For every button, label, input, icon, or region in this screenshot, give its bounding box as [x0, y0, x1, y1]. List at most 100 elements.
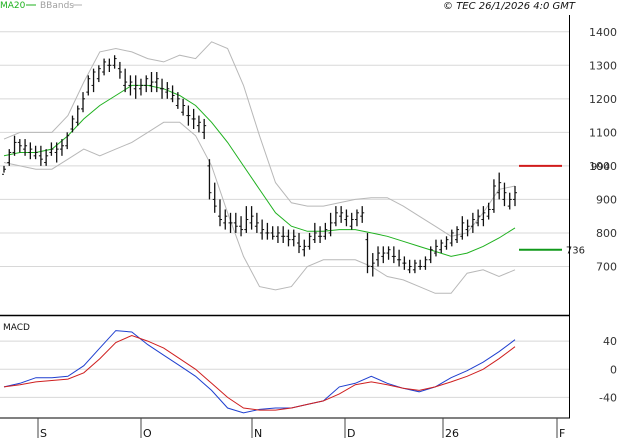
- price-bar: [444, 236, 449, 250]
- copyright-text: © TEC 26/1/2026 4:0 GMT: [443, 1, 576, 12]
- price-bar: [112, 55, 117, 69]
- price-y-tick-label: 1100: [589, 126, 617, 139]
- price-y-tick-label: 800: [596, 227, 617, 240]
- price-bar: [86, 75, 91, 96]
- price-bar: [491, 179, 496, 213]
- price-y-tick-label: 700: [596, 260, 617, 273]
- price-y-tick-label: 1300: [589, 59, 617, 72]
- price-bar: [202, 118, 207, 140]
- price-bar: [349, 212, 354, 230]
- price-bar: [59, 139, 64, 156]
- legend-ma20: MA20: [0, 1, 26, 11]
- macd-title: MACD: [3, 323, 30, 333]
- price-bar: [328, 212, 333, 237]
- price-bar: [465, 219, 470, 237]
- price-bar: [133, 75, 138, 99]
- price-bar: [249, 206, 254, 230]
- price-bar: [154, 72, 159, 93]
- price-bar: [207, 159, 212, 200]
- price-bar: [91, 68, 96, 93]
- bb-upper-line: [3, 41, 516, 237]
- price-bar: [291, 229, 296, 247]
- macd-series-line: [3, 330, 516, 414]
- price-bar: [423, 256, 428, 270]
- price-bar: [239, 216, 244, 237]
- price-bar: [175, 92, 180, 109]
- macd-y-ticks: 40 0 -40: [599, 335, 617, 404]
- x-axis: S O N D 26 F: [37, 418, 565, 440]
- price-bar: [181, 98, 186, 116]
- price-bar: [107, 58, 112, 72]
- price-bar: [270, 226, 275, 240]
- price-bar: [275, 226, 280, 243]
- macd-panel: MACD 40 0 -40: [0, 323, 617, 414]
- x-axis-label: N: [254, 427, 262, 440]
- price-bar: [360, 206, 365, 223]
- price-bar: [302, 239, 307, 257]
- level-label: 994: [591, 162, 610, 173]
- price-bar: [370, 253, 375, 277]
- x-axis-label: F: [559, 427, 565, 440]
- price-bar: [391, 246, 396, 264]
- price-bar: [323, 222, 328, 240]
- macd-y-tick-label: -40: [599, 391, 617, 404]
- price-bar: [75, 105, 80, 126]
- price-bar: [49, 142, 54, 156]
- level-label: 736: [566, 246, 585, 257]
- price-bar: [402, 256, 407, 270]
- price-bar: [497, 172, 502, 200]
- price-bar: [138, 78, 143, 96]
- price-bar: [96, 65, 101, 83]
- price-bar: [170, 85, 175, 103]
- price-bar: [476, 209, 481, 227]
- price-bar: [386, 246, 391, 260]
- price-y-ticks: 1400 1300 1200 1100 1000 900 800 700: [589, 26, 617, 274]
- price-bar: [33, 145, 38, 160]
- price-y-tick-label: 1200: [589, 93, 617, 106]
- price-bar: [2, 165, 6, 175]
- price-bar: [217, 199, 222, 227]
- price-bars: [2, 55, 517, 277]
- signal-series-line: [3, 334, 516, 411]
- price-bar: [481, 206, 486, 227]
- price-bar: [102, 58, 107, 76]
- price-bar: [412, 259, 417, 274]
- price-bar: [123, 68, 128, 93]
- price-bar: [28, 142, 33, 160]
- ma20-line: [3, 84, 516, 257]
- price-bar: [381, 246, 386, 264]
- x-axis-label: O: [143, 427, 152, 440]
- price-bar: [312, 222, 317, 243]
- price-bar: [428, 246, 433, 264]
- price-bar: [38, 145, 43, 166]
- x-axis-label: D: [347, 427, 355, 440]
- price-bar: [407, 259, 412, 274]
- price-y-tick-label: 1000: [589, 160, 617, 173]
- price-bar: [233, 212, 238, 233]
- price-bar: [212, 182, 217, 213]
- price-bar: [81, 92, 86, 113]
- x-axis-label: 26: [445, 427, 459, 440]
- price-bar: [513, 186, 517, 207]
- price-bar: [365, 232, 370, 274]
- price-bar: [117, 61, 122, 79]
- price-bar: [17, 139, 22, 153]
- price-bar: [339, 206, 344, 223]
- price-bar: [191, 108, 196, 129]
- price-bar: [418, 259, 423, 270]
- price-bar: [23, 139, 28, 156]
- price-bar: [286, 229, 291, 247]
- price-y-tick-label: 900: [596, 193, 617, 206]
- price-bar: [144, 75, 149, 93]
- price-bar: [397, 249, 402, 267]
- price-bar: [7, 149, 12, 166]
- price-bar: [265, 222, 270, 240]
- price-bar: [433, 239, 438, 257]
- price-bar: [376, 246, 381, 267]
- price-bar: [186, 105, 191, 126]
- price-bar: [149, 72, 154, 93]
- legend: MA20 BBands: [0, 1, 82, 11]
- price-bar: [455, 226, 460, 243]
